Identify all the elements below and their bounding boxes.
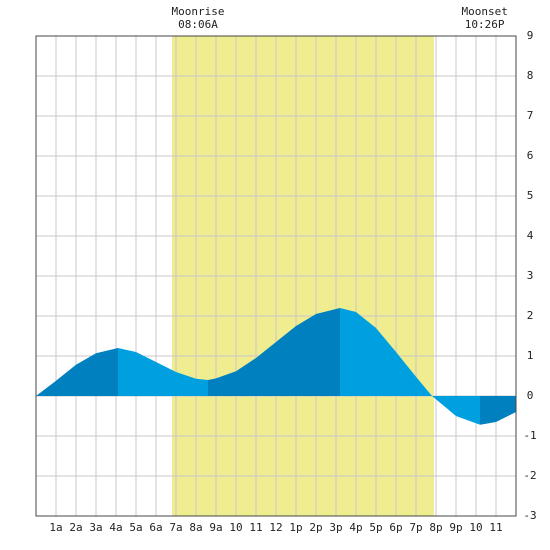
rising-tide — [480, 396, 516, 425]
y-tick-label: 1 — [527, 349, 534, 362]
x-tick-label: 9a — [209, 521, 222, 534]
x-tick-label: 5p — [369, 521, 382, 534]
annotation-time: 08:06A — [178, 18, 218, 31]
x-tick-label: 4p — [349, 521, 362, 534]
y-tick-label: -3 — [523, 509, 536, 522]
y-tick-label: 5 — [527, 189, 534, 202]
y-tick-label: 0 — [527, 389, 534, 402]
x-tick-label: 10 — [229, 521, 242, 534]
x-tick-label: 5a — [129, 521, 142, 534]
plot-frame — [35, 35, 517, 517]
x-tick-label: 2p — [309, 521, 322, 534]
y-tick-label: -2 — [523, 469, 536, 482]
y-tick-label: 4 — [527, 229, 534, 242]
x-tick-label: 3a — [89, 521, 102, 534]
rising-tide — [36, 348, 118, 396]
x-tick-label: 2a — [69, 521, 82, 534]
y-tick-label: 3 — [527, 269, 534, 282]
x-tick-label: 7a — [169, 521, 182, 534]
annotation-label: Moonrise — [172, 5, 225, 18]
x-tick-label: 7p — [409, 521, 422, 534]
x-tick-label: 9p — [449, 521, 462, 534]
y-tick-label: 9 — [527, 29, 534, 42]
x-tick-label: 1p — [289, 521, 302, 534]
x-tick-label: 10 — [469, 521, 482, 534]
x-tick-label: 4a — [109, 521, 122, 534]
y-tick-label: 2 — [527, 309, 534, 322]
falling-tide — [340, 308, 480, 425]
y-tick-label: -1 — [523, 429, 536, 442]
annotation-time: 10:26P — [465, 18, 505, 31]
rising-tide — [208, 308, 340, 396]
annotation-label: Moonset — [461, 5, 507, 18]
x-tick-label: 6a — [149, 521, 162, 534]
y-tick-label: 7 — [527, 109, 534, 122]
x-tick-label: 8p — [429, 521, 442, 534]
x-tick-label: 11 — [249, 521, 262, 534]
x-tick-label: 12 — [269, 521, 282, 534]
x-tick-label: 6p — [389, 521, 402, 534]
x-tick-label: 3p — [329, 521, 342, 534]
y-tick-label: 6 — [527, 149, 534, 162]
falling-tide — [118, 348, 208, 396]
x-tick-label: 8a — [189, 521, 202, 534]
x-tick-label: 11 — [489, 521, 502, 534]
x-tick-label: 1a — [49, 521, 62, 534]
y-tick-label: 8 — [527, 69, 534, 82]
